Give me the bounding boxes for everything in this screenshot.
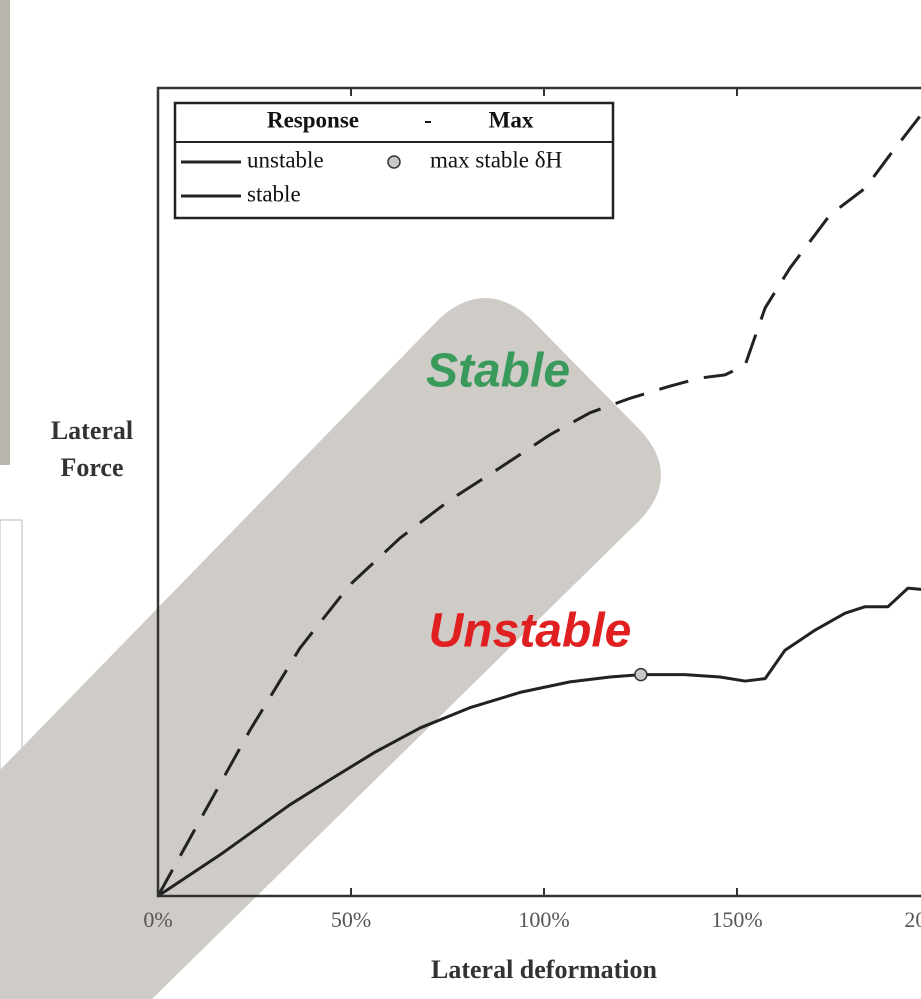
x-tick-label: 0% bbox=[143, 907, 172, 932]
legend-label: unstable bbox=[247, 147, 324, 172]
chart: 50 Lateral Force Lateral deformation Res… bbox=[0, 0, 921, 999]
x-axis-label: Lateral deformation bbox=[431, 955, 658, 984]
annotation: Stable bbox=[426, 345, 570, 398]
y-axis-label: Lateral bbox=[51, 416, 133, 445]
y-axis-label: Force bbox=[60, 453, 123, 482]
legend-title: Response bbox=[267, 107, 359, 132]
legend-label: max stable δH bbox=[430, 147, 562, 172]
annotation: Unstable bbox=[429, 605, 632, 658]
legend-marker bbox=[388, 156, 400, 168]
legend-title: - bbox=[424, 107, 432, 132]
x-tick-label: 150% bbox=[711, 907, 762, 932]
max-stable-point bbox=[635, 669, 647, 681]
x-tick-label: 50% bbox=[331, 907, 371, 932]
photo-fragment bbox=[0, 0, 10, 465]
legend-title: Max bbox=[489, 107, 534, 132]
legend-label: stable bbox=[247, 181, 301, 206]
x-tick-label: 100% bbox=[518, 907, 569, 932]
x-tick-label: 200% bbox=[904, 907, 921, 932]
legend: Response - Max unstable stable max stable … bbox=[175, 103, 613, 218]
